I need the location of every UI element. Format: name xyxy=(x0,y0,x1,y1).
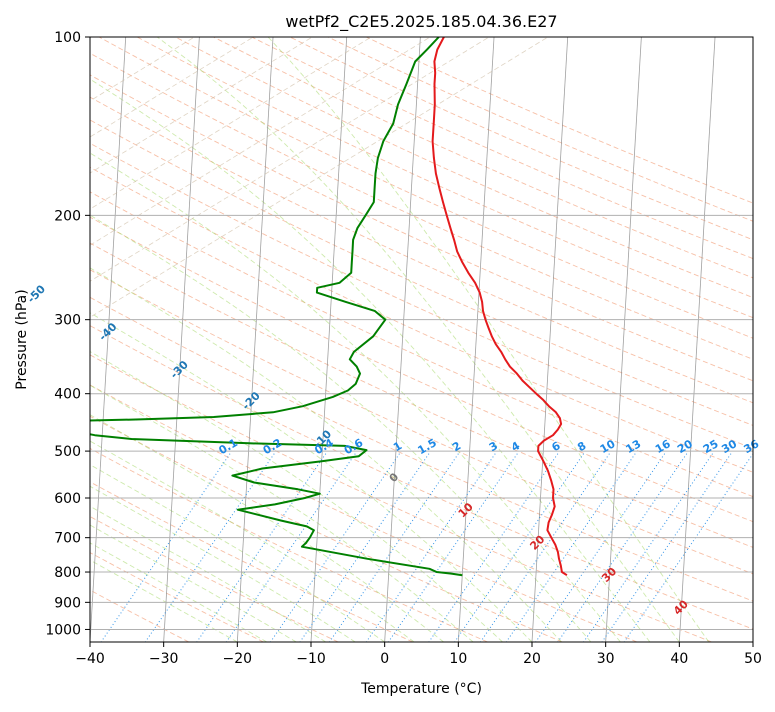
y-tick-label: 100 xyxy=(54,30,81,46)
x-tick-label: −20 xyxy=(223,651,253,667)
y-tick-label: 600 xyxy=(54,491,81,507)
y-tick-label: 500 xyxy=(54,444,81,460)
x-tick-label: 50 xyxy=(744,651,762,667)
x-tick-label: 0 xyxy=(380,651,389,667)
y-tick-label: 400 xyxy=(54,387,81,403)
y-tick-label: 800 xyxy=(54,565,81,581)
y-axis-label: Pressure (hPa) xyxy=(14,289,30,389)
chart-title: wetPf2_C2E5.2025.185.04.36.E27 xyxy=(285,12,557,32)
x-tick-label: 10 xyxy=(449,651,467,667)
x-tick-label: −10 xyxy=(296,651,326,667)
y-tick-label: 200 xyxy=(54,208,81,224)
x-tick-label: 30 xyxy=(597,651,615,667)
y-tick-label: 1000 xyxy=(45,622,81,638)
x-axis-label: Temperature (°C) xyxy=(360,681,482,697)
x-tick-label: 40 xyxy=(670,651,688,667)
y-tick-label: 900 xyxy=(54,595,81,611)
y-tick-label: 300 xyxy=(54,313,81,329)
y-tick-label: 700 xyxy=(54,531,81,547)
x-tick-label: 20 xyxy=(523,651,541,667)
x-tick-label: −40 xyxy=(75,651,105,667)
x-tick-label: −30 xyxy=(149,651,179,667)
